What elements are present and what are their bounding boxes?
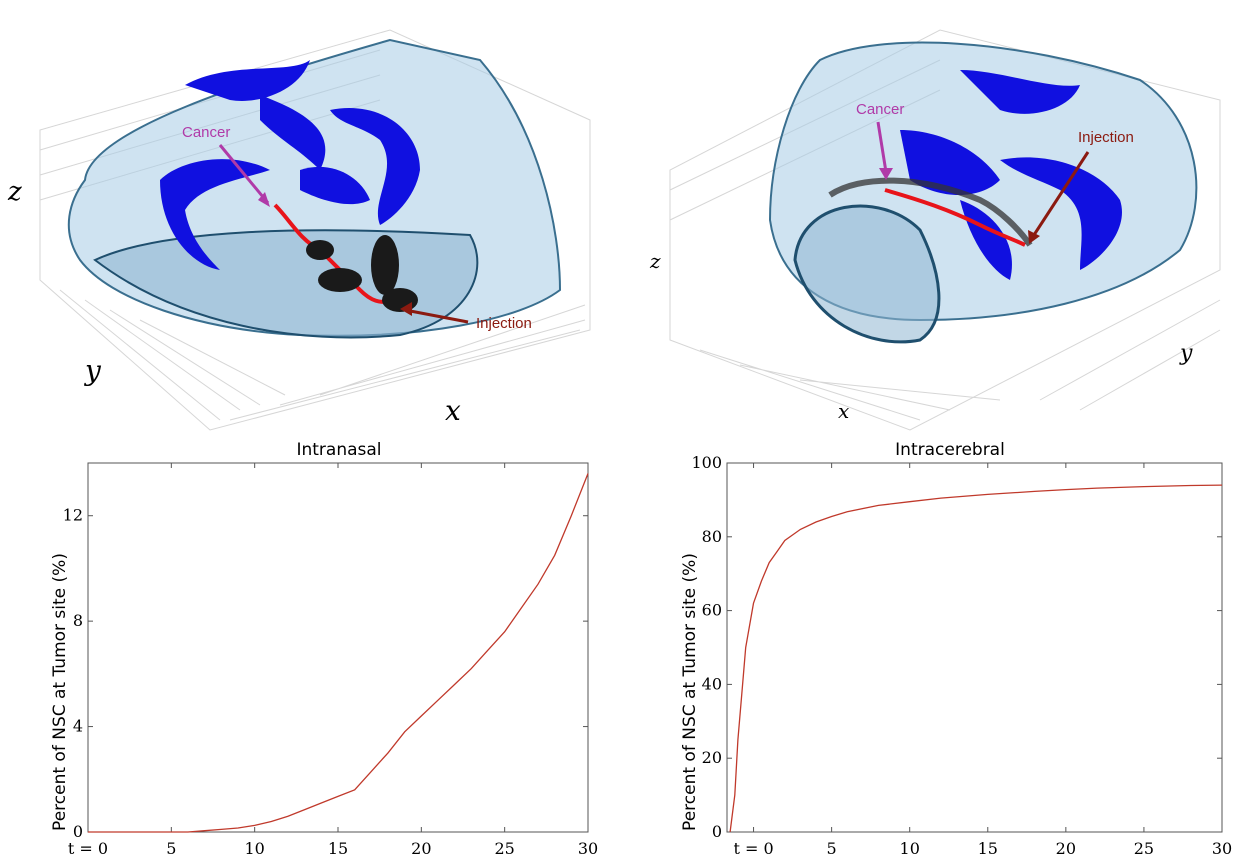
chart-title: Intranasal (296, 440, 381, 460)
x-tick-label: 20 (411, 839, 431, 858)
x-axis-label: x (838, 399, 849, 423)
y-tick-label: 100 (691, 453, 722, 472)
injection-label: Injection (476, 315, 532, 332)
plot-frame (88, 463, 588, 832)
x-tick-label: 10 (244, 839, 264, 858)
x-tick-label: 30 (578, 839, 598, 858)
y-tick-label: 20 (702, 748, 722, 767)
x-tick-label: t = 0 (733, 839, 773, 858)
x-tick-label: 10 (900, 839, 920, 858)
brain-3d-intracerebral: Cancer Injection z y x (620, 0, 1233, 440)
brain-lower-lobe (95, 230, 477, 337)
brain-3d-intranasal-svg: Cancer Injection z y x (0, 0, 600, 440)
cancer-label: Cancer (856, 101, 904, 118)
x-axis-label: x (445, 394, 461, 427)
z-axis-label: z (649, 249, 661, 273)
y-axis-label: y (83, 354, 102, 387)
x-tick-label: 5 (166, 839, 176, 858)
chart-intracerebral-svg: Intracerebral Percent of NSC at Tumor si… (620, 430, 1233, 861)
brain-3d-intracerebral-svg: Cancer Injection z y x (620, 0, 1233, 440)
y-tick-label: 40 (702, 674, 722, 693)
y-tick-label: 4 (73, 717, 83, 736)
y-axis-label: Percent of NSC at Tumor site (%) (50, 553, 70, 831)
brain-3d-intranasal: Cancer Injection z y x (0, 0, 600, 440)
cancer-label: Cancer (182, 124, 230, 141)
x-tick-label: 20 (1056, 839, 1076, 858)
x-tick-label: 30 (1212, 839, 1232, 858)
y-tick-label: 0 (712, 822, 722, 841)
x-tick-label: 5 (827, 839, 837, 858)
chart-intranasal: Intranasal Percent of NSC at Tumor site … (0, 430, 600, 861)
x-tick-label: 15 (978, 839, 998, 858)
brain-lower-lobe (795, 206, 939, 342)
y-tick-label: 60 (702, 601, 722, 620)
y-axis-label: y (1179, 341, 1193, 366)
y-tick-label: 8 (73, 611, 83, 630)
y-tick-label: 0 (73, 822, 83, 841)
chart-intranasal-svg: Intranasal Percent of NSC at Tumor site … (0, 430, 600, 861)
plot-frame (727, 463, 1222, 832)
y-tick-label: 12 (63, 506, 83, 525)
chart-intracerebral: Intracerebral Percent of NSC at Tumor si… (620, 430, 1233, 861)
x-tick-label: t = 0 (68, 839, 108, 858)
chart-title: Intracerebral (895, 440, 1005, 460)
series-line (730, 485, 1222, 832)
series-line (88, 474, 588, 833)
x-tick-label: 25 (494, 839, 514, 858)
x-tick-label: 25 (1134, 839, 1154, 858)
z-axis-label: z (7, 177, 22, 207)
injection-label: Injection (1078, 129, 1134, 146)
x-tick-label: 15 (328, 839, 348, 858)
y-tick-label: 80 (702, 527, 722, 546)
y-axis-label: Percent of NSC at Tumor site (%) (680, 553, 700, 831)
